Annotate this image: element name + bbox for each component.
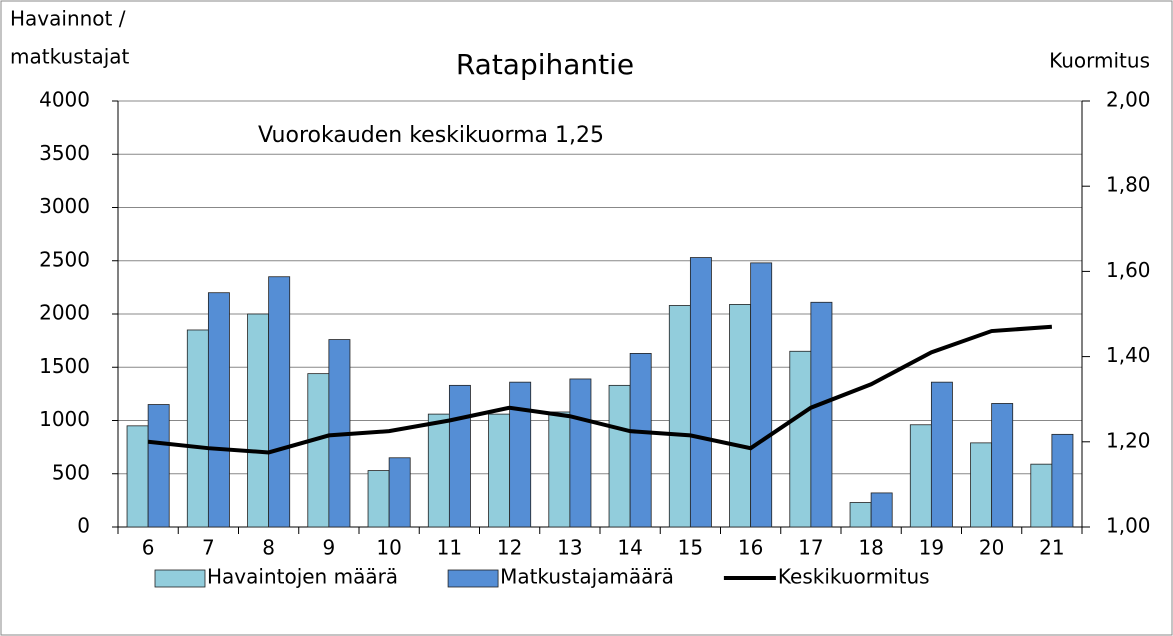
bar <box>427 413 450 528</box>
bar <box>307 373 330 528</box>
y-tick-label: 2000 <box>39 301 90 325</box>
x-tick-label: 15 <box>678 536 703 560</box>
x-tick-label: 9 <box>323 536 336 560</box>
bar <box>548 411 571 528</box>
bar <box>608 384 631 528</box>
x-tick-label: 11 <box>437 536 462 560</box>
x-tick-label: 13 <box>557 536 582 560</box>
bar <box>750 262 773 528</box>
x-tick-label: 12 <box>497 536 522 560</box>
legend-swatch <box>154 569 206 588</box>
y2-tick-label: 2,00 <box>1106 88 1151 112</box>
y-label: matkustajat <box>10 45 130 69</box>
y-label: Havainnot / <box>10 7 126 31</box>
x-tick-label: 6 <box>142 536 155 560</box>
x-tick-label: 10 <box>376 536 401 560</box>
bar <box>488 413 511 528</box>
y-tick-label: 3000 <box>39 194 90 218</box>
bar <box>388 457 411 528</box>
bar <box>930 381 953 528</box>
y2-tick-label: 1,20 <box>1106 428 1151 452</box>
x-tick-label: 16 <box>738 536 763 560</box>
y-tick-label: 1000 <box>39 407 90 431</box>
y2-tick-label: 1,00 <box>1106 514 1151 538</box>
bar <box>729 304 752 528</box>
bar <box>1051 433 1074 528</box>
bar <box>509 381 532 528</box>
bar <box>909 424 932 528</box>
line <box>147 324 1053 455</box>
x-tick-label: 7 <box>202 536 215 560</box>
bar <box>569 378 592 528</box>
y-tick-label: 1500 <box>39 354 90 378</box>
y2-tick-label: 1,40 <box>1106 343 1151 367</box>
y2-tick-label: 1,80 <box>1106 173 1151 197</box>
bar <box>367 470 390 528</box>
legend-label: Matkustajamäärä <box>500 565 674 589</box>
bar <box>448 384 471 528</box>
x-tick-label: 18 <box>858 536 883 560</box>
bar <box>186 329 209 528</box>
y2-tick-label: 1,60 <box>1106 258 1151 282</box>
x-tick-label: 8 <box>262 536 275 560</box>
x-tick-label: 20 <box>979 536 1004 560</box>
annotation: Vuorokauden keskikuorma 1,25 <box>258 123 604 148</box>
y2-label: Kuormitus <box>1049 49 1150 73</box>
y-tick-label: 3500 <box>39 141 90 165</box>
bar <box>991 403 1014 528</box>
y-tick-label: 4000 <box>39 88 90 112</box>
bar <box>970 442 993 528</box>
x-tick-label: 14 <box>617 536 642 560</box>
x-tick-label: 17 <box>798 536 823 560</box>
legend-swatch <box>447 569 499 588</box>
bar <box>810 301 833 528</box>
x-tick-label: 19 <box>919 536 944 560</box>
bar <box>689 257 712 528</box>
bar <box>147 404 170 528</box>
bar <box>268 276 291 528</box>
bar <box>126 425 149 528</box>
y-tick-label: 500 <box>52 460 90 484</box>
bar <box>1030 463 1053 528</box>
legend-label: Havaintojen määrä <box>207 565 398 589</box>
bar <box>849 502 872 528</box>
bar <box>870 492 893 528</box>
chart-title: Ratapihantie <box>456 48 634 81</box>
y-tick-label: 2500 <box>39 247 90 271</box>
legend-label: Keskikuormitus <box>778 565 930 589</box>
bar <box>789 350 812 528</box>
y-tick-label: 0 <box>77 514 90 538</box>
bar <box>247 313 270 528</box>
bar <box>668 305 691 528</box>
x-tick-label: 21 <box>1039 536 1064 560</box>
bar <box>629 353 652 528</box>
bar <box>207 292 230 528</box>
